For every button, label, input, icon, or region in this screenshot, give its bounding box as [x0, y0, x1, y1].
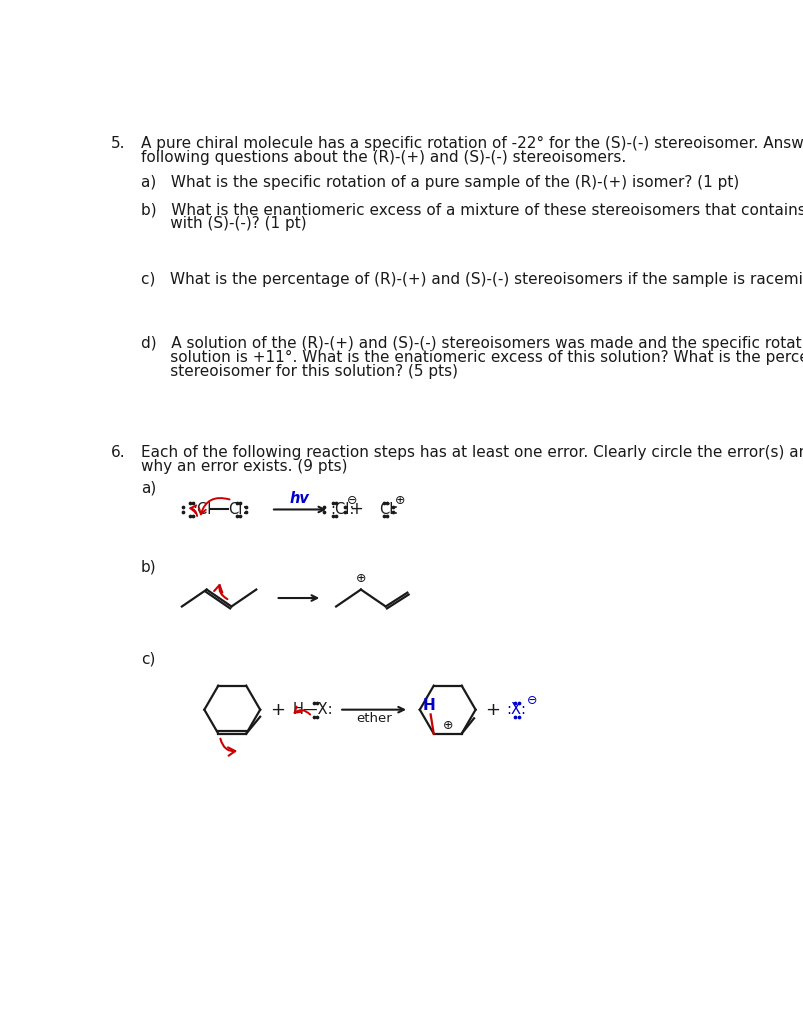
Text: a)   What is the specific rotation of a pure sample of the (R)-(+) isomer? (1 pt: a) What is the specific rotation of a pu…	[141, 174, 738, 189]
Text: ether: ether	[356, 712, 392, 725]
Text: stereoisomer for this solution? (5 pts): stereoisomer for this solution? (5 pts)	[141, 364, 457, 379]
Text: why an error exists. (9 pts): why an error exists. (9 pts)	[141, 459, 347, 473]
Text: +: +	[349, 501, 363, 518]
Text: A pure chiral molecule has a specific rotation of -22° for the (S)-(-) stereoiso: A pure chiral molecule has a specific ro…	[141, 136, 803, 151]
Text: Each of the following reaction steps has at least one error. Clearly circle the : Each of the following reaction steps has…	[141, 445, 803, 460]
Text: :X:: :X:	[506, 702, 526, 717]
Text: ⊕: ⊕	[442, 719, 452, 732]
Text: H—X:: H—X:	[292, 702, 333, 717]
FancyArrowPatch shape	[294, 706, 310, 715]
Text: Cl:: Cl:	[228, 502, 247, 517]
FancyArrowPatch shape	[190, 505, 197, 516]
Text: +: +	[484, 700, 499, 719]
Text: b): b)	[141, 560, 157, 574]
FancyArrowPatch shape	[199, 498, 230, 514]
Text: ⊕: ⊕	[394, 494, 405, 507]
Text: following questions about the (R)-(+) and (S)-(-) stereoisomers.: following questions about the (R)-(+) an…	[141, 150, 626, 165]
Text: +: +	[269, 700, 284, 719]
Text: d)   A solution of the (R)-(+) and (S)-(-) stereoisomers was made and the specif: d) A solution of the (R)-(+) and (S)-(-)…	[141, 336, 803, 351]
Text: b)   What is the enantiomeric excess of a mixture of these stereoisomers that co: b) What is the enantiomeric excess of a …	[141, 203, 803, 217]
Text: H: H	[422, 698, 435, 713]
Text: ⊖: ⊖	[526, 694, 536, 706]
Text: ⊖: ⊖	[347, 494, 357, 507]
Text: :Cl:: :Cl:	[329, 502, 354, 517]
Text: 5.: 5.	[111, 136, 126, 151]
Text: with (S)-(-)? (1 pt): with (S)-(-)? (1 pt)	[141, 216, 306, 231]
Text: hv: hv	[289, 492, 309, 506]
Text: c): c)	[141, 652, 155, 667]
Text: a): a)	[141, 480, 156, 495]
Text: solution is +11°. What is the enatiomeric excess of this solution? What is the p: solution is +11°. What is the enatiomeri…	[141, 350, 803, 365]
FancyArrowPatch shape	[220, 739, 235, 755]
Text: c)   What is the percentage of (R)-(+) and (S)-(-) stereoisomers if the sample i: c) What is the percentage of (R)-(+) and…	[141, 272, 803, 287]
Text: 6.: 6.	[111, 445, 126, 460]
FancyArrowPatch shape	[214, 585, 227, 600]
Text: :Cl: :Cl	[192, 502, 211, 517]
Text: Cl:: Cl:	[379, 502, 398, 517]
Text: ⊕: ⊕	[355, 572, 365, 585]
